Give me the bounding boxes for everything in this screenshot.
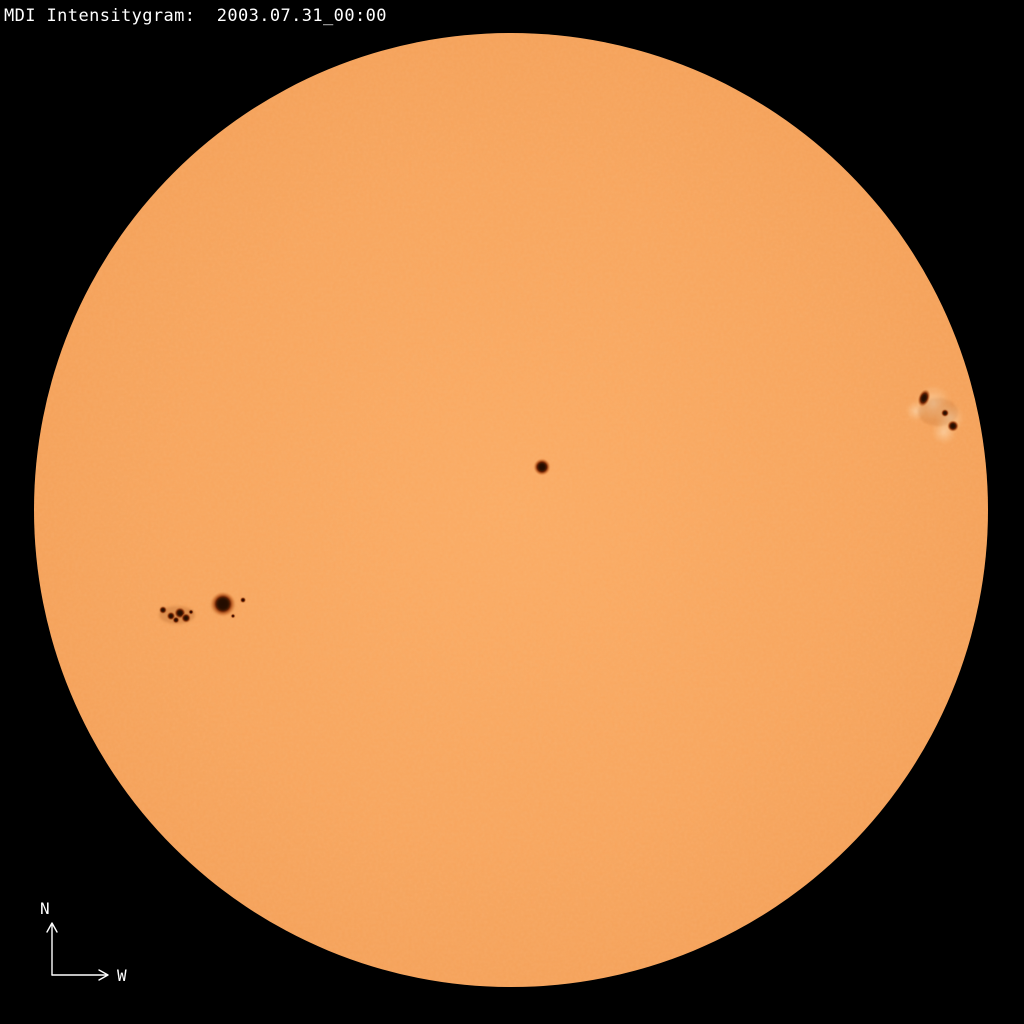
sunspot-east-group-speck1 bbox=[230, 613, 236, 619]
sunspot-east-cluster-a bbox=[159, 606, 167, 614]
sunspot-west-limb-a bbox=[917, 388, 931, 408]
compass-west-label: W bbox=[117, 966, 127, 985]
sunspot-west-limb-c bbox=[947, 420, 959, 432]
compass-north-label: N bbox=[40, 899, 50, 918]
image-title: MDI Intensitygram: 2003.07.31_00:00 bbox=[4, 6, 387, 26]
sunspot-umbra bbox=[174, 618, 178, 622]
sunspot-east-cluster-e bbox=[172, 616, 180, 624]
sunspot-central-spot bbox=[533, 458, 551, 476]
sunspot-umbra bbox=[189, 610, 193, 614]
granulation-texture-dark bbox=[34, 33, 988, 987]
compass: N W bbox=[40, 899, 127, 985]
sunspot-umbra bbox=[183, 615, 189, 621]
sunspot-umbra bbox=[168, 613, 174, 619]
sunspot-east-cluster-f bbox=[188, 609, 194, 615]
sunspot-group bbox=[159, 388, 959, 624]
sunspot-umbra bbox=[241, 598, 245, 602]
sunspot-east-cluster-d bbox=[181, 613, 191, 623]
compass-west-arrowhead-icon bbox=[98, 969, 109, 981]
sunspot-umbra bbox=[232, 615, 234, 617]
sunspot-umbra bbox=[943, 411, 947, 415]
sunspot-umbra bbox=[950, 423, 956, 429]
compass-north-arrowhead-icon bbox=[46, 922, 58, 933]
sunspot-umbra bbox=[920, 393, 928, 403]
sunspot-haze bbox=[918, 398, 958, 426]
sunspot-east-group-main bbox=[210, 591, 236, 617]
sunspot-umbra bbox=[176, 609, 184, 617]
sunspot-umbra bbox=[216, 597, 230, 611]
sunspot-umbra bbox=[537, 462, 547, 472]
sunspot-east-group-speck2 bbox=[240, 597, 246, 603]
sunspot-umbra bbox=[161, 608, 165, 612]
sunspot-west-limb-b bbox=[941, 409, 949, 417]
